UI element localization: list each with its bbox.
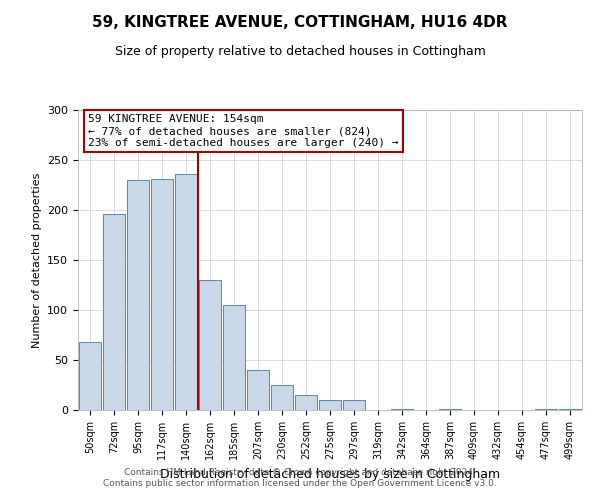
Bar xyxy=(271,385,293,410)
Bar xyxy=(391,409,413,410)
Bar xyxy=(439,409,461,410)
Text: Contains HM Land Registry data © Crown copyright and database right 2024.
Contai: Contains HM Land Registry data © Crown c… xyxy=(103,468,497,487)
Bar xyxy=(79,342,101,410)
Text: 59 KINGTREE AVENUE: 154sqm
← 77% of detached houses are smaller (824)
23% of sem: 59 KINGTREE AVENUE: 154sqm ← 77% of deta… xyxy=(88,114,398,148)
Text: Size of property relative to detached houses in Cottingham: Size of property relative to detached ho… xyxy=(115,45,485,58)
Bar xyxy=(319,400,341,410)
Bar xyxy=(343,400,365,410)
Bar xyxy=(151,179,173,410)
Text: 59, KINGTREE AVENUE, COTTINGHAM, HU16 4DR: 59, KINGTREE AVENUE, COTTINGHAM, HU16 4D… xyxy=(92,15,508,30)
Bar xyxy=(295,395,317,410)
Bar xyxy=(223,305,245,410)
Bar xyxy=(199,280,221,410)
Y-axis label: Number of detached properties: Number of detached properties xyxy=(32,172,41,348)
Bar xyxy=(559,409,581,410)
Bar xyxy=(175,174,197,410)
Bar xyxy=(103,214,125,410)
Bar xyxy=(535,409,557,410)
Bar xyxy=(247,370,269,410)
X-axis label: Distribution of detached houses by size in Cottingham: Distribution of detached houses by size … xyxy=(160,468,500,480)
Bar xyxy=(127,180,149,410)
